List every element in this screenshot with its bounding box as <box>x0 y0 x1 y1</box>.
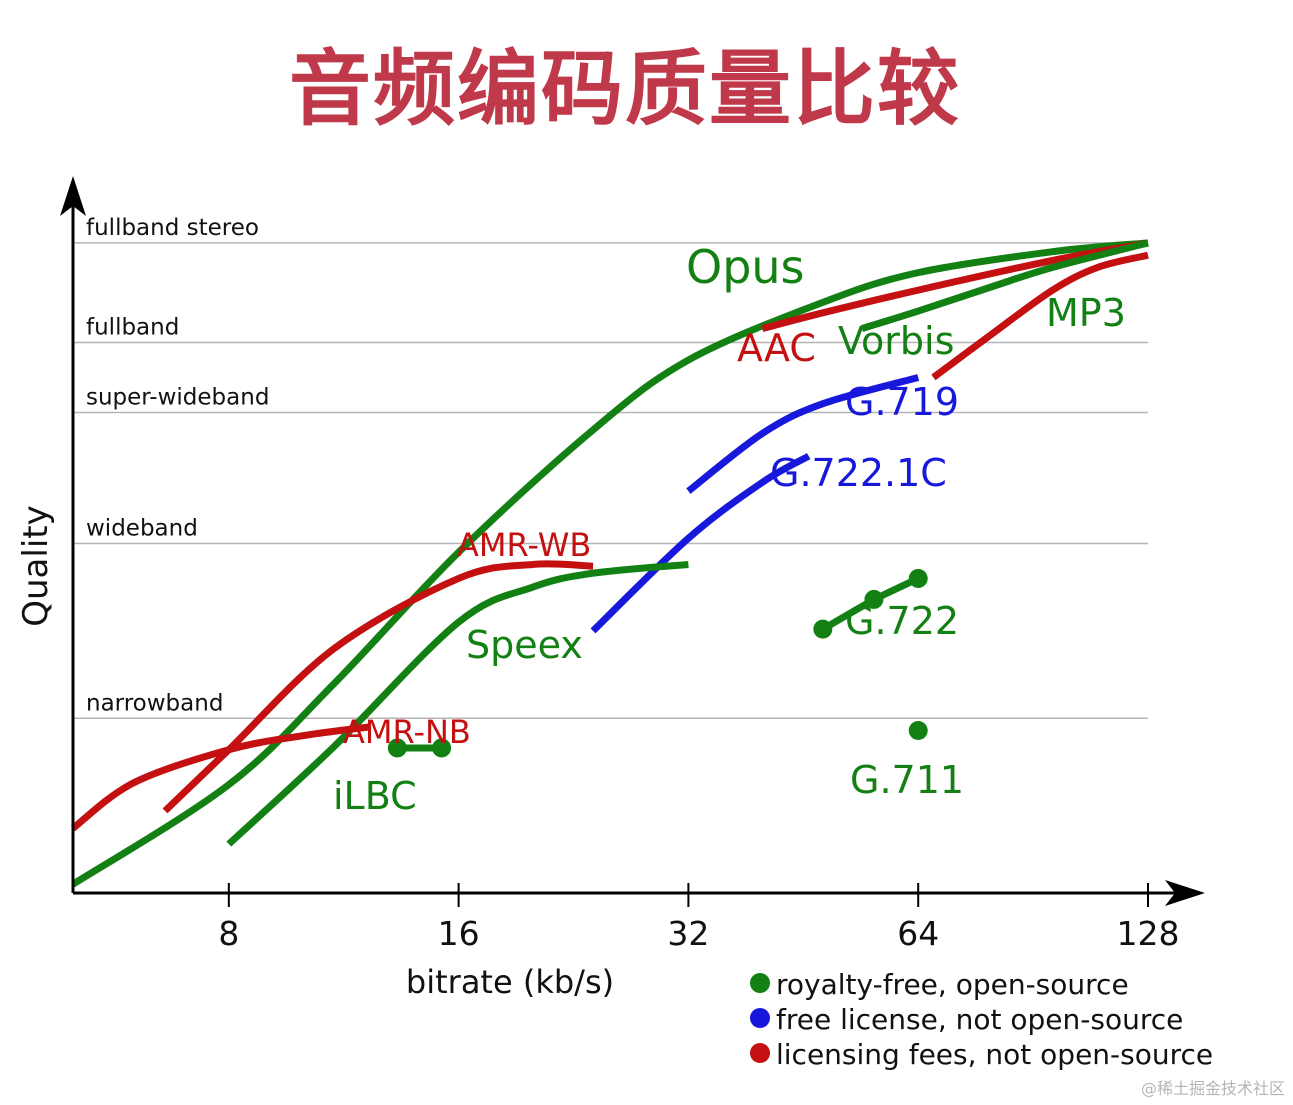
level-label-wideband: wideband <box>86 516 198 542</box>
series-label-opus: Opus <box>686 240 805 294</box>
series-line-vorbis <box>860 239 1149 332</box>
series-label-amr-nb: AMR-NB <box>343 713 471 751</box>
data-point-g-722-2 <box>908 568 928 588</box>
series-line-aac <box>761 239 1149 332</box>
series-label-amr-wb: AMR-WB <box>457 526 591 564</box>
series-label-g-719: G.719 <box>845 380 959 424</box>
series-label-g-711: G.711 <box>850 758 964 802</box>
x-axis-label: bitrate (kb/s) <box>406 963 614 1001</box>
series-label-aac: AAC <box>737 326 816 370</box>
x-tick-label-128: 128 <box>1117 914 1180 953</box>
legend-label-royalty-free-open-source: royalty-free, open-source <box>776 968 1129 1001</box>
series-label-g-722: G.722 <box>845 599 959 643</box>
series-line-g-722-1c <box>590 453 811 634</box>
data-point-ilbc-1 <box>432 738 452 758</box>
data-point-g-711-0 <box>908 720 928 740</box>
x-tick-label-64: 64 <box>897 914 939 953</box>
series-lines <box>70 239 1149 888</box>
series-line-amr-wb <box>162 560 594 814</box>
series-line-amr-nb <box>70 723 370 832</box>
page-title: 音频编码质量比较 <box>288 42 961 137</box>
series-line-opus <box>71 239 1149 888</box>
level-label-narrowband: narrowband <box>86 690 223 716</box>
series-line-mp3 <box>931 251 1149 381</box>
data-point-ilbc-0 <box>387 738 407 758</box>
x-ticks: 8 16 32 64 128 <box>218 883 1180 953</box>
x-tick-label-32: 32 <box>667 914 709 953</box>
legend-label-licensing-fees-not-open-source: licensing fees, not open-source <box>776 1038 1213 1071</box>
series-line-speex <box>226 560 689 847</box>
level-label-fullband: fullband <box>86 315 179 341</box>
axes <box>60 176 1205 906</box>
x-tick-label-16: 16 <box>438 914 480 953</box>
level-label-fullband-stereo: fullband stereo <box>86 215 259 241</box>
series-label-g-722-1c: G.722.1C <box>770 451 947 495</box>
series-label-speex: Speex <box>466 623 583 667</box>
grid-lines: narrowband wideband super-wideband fullband… <box>73 215 1148 719</box>
legend-marker-licensing-fees-not-open-source <box>750 1043 770 1063</box>
series-label-mp3: MP3 <box>1046 291 1126 335</box>
x-axis-arrow-icon <box>1165 880 1205 906</box>
legend-marker-free-license-not-open-source <box>750 1008 770 1028</box>
data-point-g-722-0 <box>813 619 833 639</box>
level-label-super-wideband: super-wideband <box>86 384 269 410</box>
watermark: @稀土掘金技术社区 <box>1140 1079 1285 1098</box>
series-labels: Opus AAC Vorbis MP3 G.719 G.722.1C AMR-WB Speex… <box>333 240 1126 818</box>
x-tick-label-8: 8 <box>218 914 239 953</box>
data-point-g-722-1 <box>864 589 884 609</box>
legend-label-free-license-not-open-source: free license, not open-source <box>776 1003 1183 1036</box>
y-axis-arrow-icon <box>60 176 86 216</box>
y-axis-label: Quality <box>16 505 56 627</box>
series-label-ilbc: iLBC <box>333 774 417 818</box>
series-label-vorbis: Vorbis <box>838 319 954 363</box>
series-line-g-719 <box>686 374 920 494</box>
legend-marker-royalty-free-open-source <box>750 973 770 993</box>
